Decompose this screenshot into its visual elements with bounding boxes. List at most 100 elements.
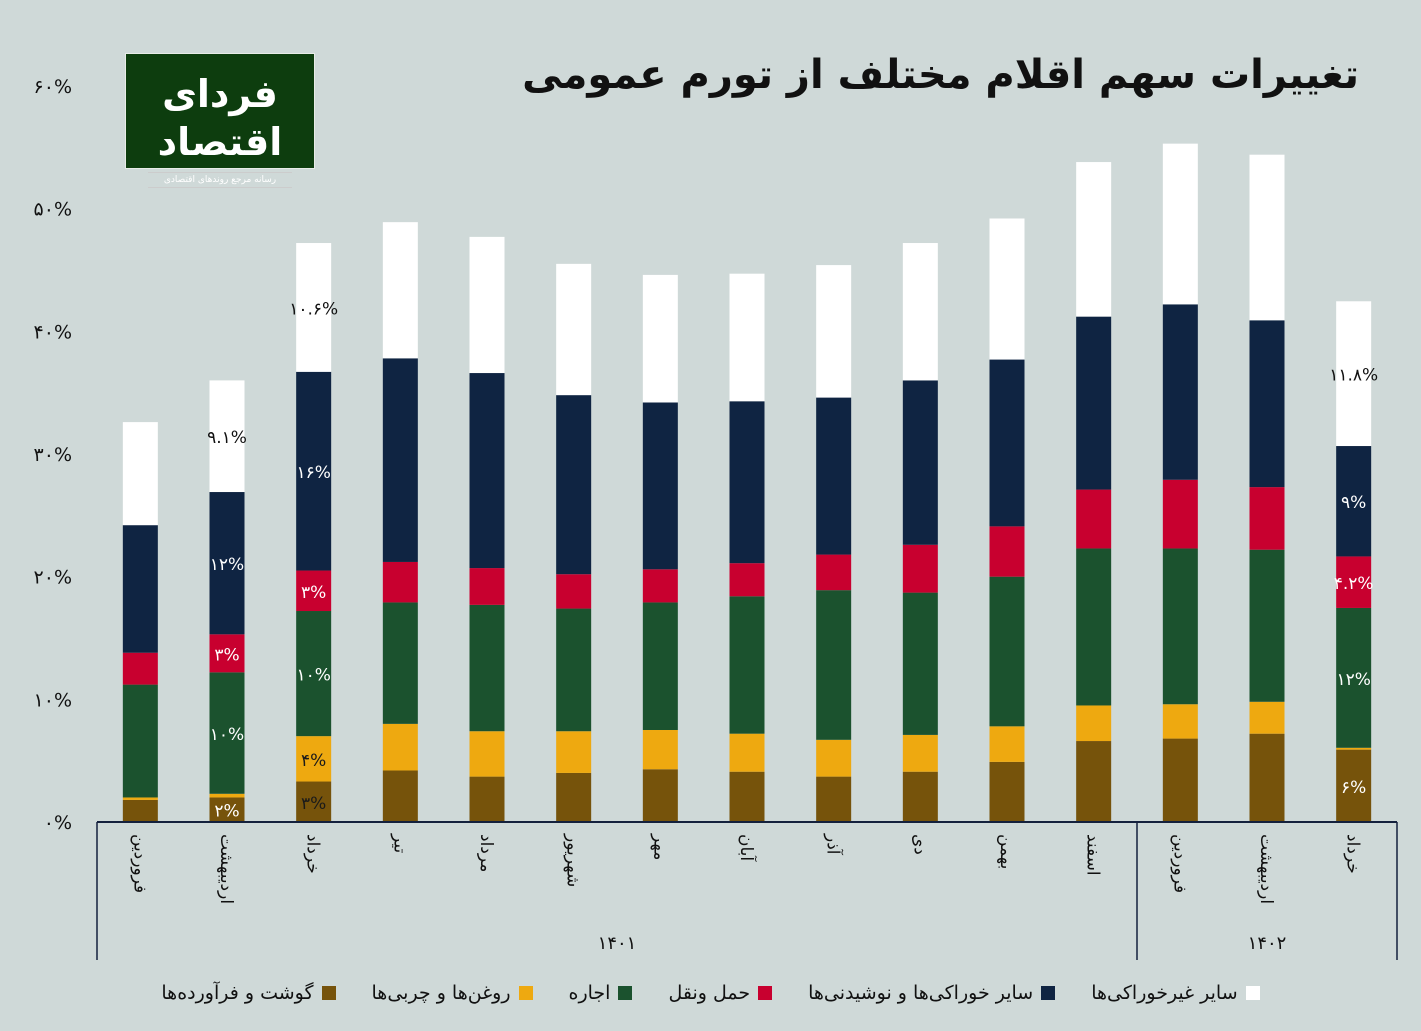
bar-segment [122, 797, 158, 800]
data-label: ۲% [214, 802, 239, 822]
bar-segment [989, 359, 1025, 527]
bar-segment [1249, 320, 1285, 488]
bar-segment [989, 526, 1025, 577]
bar-segment [729, 733, 765, 772]
legend-item: روغن‌ها و چربی‌ها [372, 982, 533, 1004]
logo: فردای اقتصاد رسانه مرجع روندهای اقتصادی [125, 53, 315, 188]
bar-segment [642, 730, 678, 770]
bar-segment [989, 761, 1025, 822]
legend-label: حمل ونقل [668, 982, 751, 1004]
x-tick-label: شهریور [563, 833, 583, 887]
bar-segment [1162, 304, 1198, 480]
bar-segment [816, 590, 852, 740]
bar-segment [209, 492, 245, 635]
bar-segment [642, 569, 678, 603]
bar-segment [296, 371, 332, 571]
bar-segment [1162, 738, 1198, 822]
bar-segment [1162, 479, 1198, 549]
bar-segment [382, 358, 418, 562]
bar-segment [296, 570, 332, 612]
bar-segment [556, 263, 592, 396]
y-tick-label: ۰% [44, 812, 72, 834]
bar-segment [296, 243, 332, 372]
x-tick-label: بهمن [996, 834, 1016, 869]
bar-segment [556, 574, 592, 609]
bar-segment [122, 525, 158, 653]
bar-segment [122, 684, 158, 798]
data-label: ۴.۲% [1334, 574, 1374, 594]
legend-label: گوشت و فرآورده‌ها [161, 982, 314, 1004]
bar-segment [296, 611, 332, 737]
bar-segment [902, 734, 938, 772]
legend-swatch [1245, 986, 1260, 1000]
data-label: ۶% [1341, 778, 1366, 798]
bar-segment [642, 402, 678, 570]
bar-segment [816, 397, 852, 555]
legend-item: اجاره [569, 982, 633, 1004]
bar-segment [816, 265, 852, 398]
bar-segment [989, 726, 1025, 762]
bar-segment [1249, 487, 1285, 550]
bar-segment [1249, 701, 1285, 734]
bar-segment [209, 672, 245, 794]
legend-label: سایر خوراکی‌ها و نوشیدنی‌ها [808, 982, 1034, 1004]
bar-segment [469, 236, 505, 374]
legend: سایر غیرخوراکی‌ها سایر خوراکی‌ها و نوشیدن… [0, 982, 1421, 1004]
bar-segment [642, 769, 678, 822]
bar-segment [1249, 549, 1285, 702]
data-label: ۳% [214, 645, 239, 665]
bar-segment [902, 380, 938, 545]
data-label: ۹.۱% [207, 428, 247, 448]
bar-segment [989, 576, 1025, 727]
x-tick-label: اردیبهشت [1256, 834, 1276, 904]
x-tick-label: تیر [389, 833, 409, 854]
legend-label: سایر غیرخوراکی‌ها [1091, 982, 1238, 1004]
bar-segment [382, 222, 418, 359]
legend-swatch [321, 986, 336, 1000]
bar-segment [816, 776, 852, 822]
x-tick-label: آذر [823, 833, 845, 856]
bar-segment [816, 739, 852, 777]
legend-swatch [1041, 986, 1056, 1000]
bar-segment [1076, 316, 1112, 490]
bar-segment [382, 723, 418, 771]
x-tick-label: آبان [736, 834, 758, 862]
data-label: ۱۱.۸% [1329, 366, 1378, 386]
x-tick-label: مهر [649, 833, 669, 860]
bar-segment [296, 781, 332, 822]
bar-segment [122, 422, 158, 526]
bar-segment [902, 544, 938, 593]
data-label: ۴% [301, 751, 326, 771]
bar-segment [122, 799, 158, 822]
x-tick-label: خرداد [303, 834, 323, 874]
bar-segment [729, 401, 765, 564]
bar-segment [1162, 704, 1198, 739]
bar-segment [556, 608, 592, 732]
bar-segment [209, 793, 245, 798]
bar-segment [1336, 446, 1372, 557]
y-tick-label: ۱۰% [34, 689, 72, 711]
bar-segment [209, 797, 245, 822]
bar-segment [1076, 705, 1112, 742]
y-tick-label: ۳۰% [34, 444, 72, 466]
legend-item: گوشت و فرآورده‌ها [161, 982, 336, 1004]
y-tick-label: ۶۰% [34, 76, 72, 98]
x-tick-label: خرداد [1343, 834, 1363, 874]
logo-subtitle: رسانه مرجع روندهای اقتصادی [148, 172, 292, 188]
bar-segment [469, 776, 505, 822]
bar-segment [556, 772, 592, 822]
bar-segment [729, 771, 765, 822]
bar-segment [1336, 607, 1372, 748]
bar-segment [902, 592, 938, 735]
x-tick-label: دی [909, 834, 929, 855]
x-tick-label: اسفند [1083, 834, 1103, 876]
data-label: ۳% [301, 794, 326, 814]
bar-segment [209, 634, 245, 673]
x-tick-label: فروردین [129, 834, 149, 893]
data-label: ۹% [1341, 493, 1366, 513]
legend-item: سایر غیرخوراکی‌ها [1091, 982, 1260, 1004]
data-label: ۱۲% [1336, 670, 1370, 690]
bar-segment [729, 596, 765, 734]
group-label: ۱۴۰۱ [598, 933, 637, 954]
bar-segment [989, 218, 1025, 360]
